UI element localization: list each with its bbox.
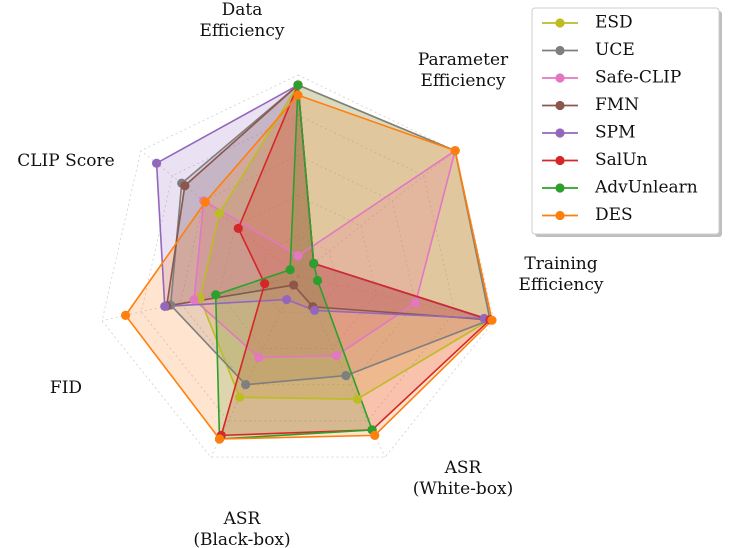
point-safe-clip-fid <box>189 295 199 305</box>
series-fill-spm <box>156 85 485 319</box>
series-points <box>120 80 497 444</box>
series-line-salun <box>220 84 491 437</box>
series-fill-fmn <box>166 85 491 320</box>
grid-ring-2 <box>219 195 377 349</box>
axis-label-fid: FID <box>50 378 82 398</box>
point-esd-asr_black <box>234 392 245 402</box>
axis-label-data_eff: Data Efficiency <box>199 0 284 41</box>
series-fills <box>125 85 493 439</box>
series-fill-safe-clip <box>194 150 456 358</box>
legend-label-salun: SalUn <box>595 150 648 170</box>
point-advunlearn-train_eff <box>312 275 323 286</box>
legend-label-safe-clip: Safe-CLIP <box>595 68 681 88</box>
point-salun-clip <box>233 223 243 233</box>
point-fmn-clip <box>180 181 190 191</box>
grid-ring-5 <box>101 74 495 458</box>
point-des-fid <box>120 310 131 320</box>
legend: ESD UCE Safe-CLIP FMN SPM SalUn AdvUnlearn DES <box>531 7 722 237</box>
point-des-train_eff <box>487 315 497 325</box>
grid-ring-3 <box>179 154 417 386</box>
point-spm-fid <box>160 301 170 312</box>
point-salun-fid <box>260 279 270 289</box>
legend-marker-fmn <box>555 100 565 111</box>
legend-marker-spm <box>555 128 565 138</box>
legend-marker-uce <box>555 45 565 56</box>
spoke-param_eff <box>297 150 456 277</box>
point-spm-asr_black <box>282 294 292 305</box>
point-esd-asr_white <box>352 394 362 404</box>
point-des-param_eff <box>450 146 460 156</box>
series-line-safe-clip <box>193 149 456 359</box>
point-advunlearn-fid <box>211 290 221 300</box>
legend-label-fmn: FMN <box>595 95 639 115</box>
axis-label-asr_black: ASR (Black-box) <box>193 509 290 548</box>
series-lines <box>124 84 493 440</box>
legend-marker-safe-clip <box>555 73 565 83</box>
spoke-asr_white <box>297 275 386 458</box>
point-advunlearn-data_eff <box>293 80 303 90</box>
axis-labels: Data Efficiency Parameter Efficiency Trainin… <box>17 0 604 548</box>
point-advunlearn-clip <box>285 265 295 275</box>
point-des-asr_black <box>214 434 225 444</box>
point-spm-clip <box>151 158 162 168</box>
point-safe-clip-data_eff <box>293 251 303 261</box>
legend-box <box>531 7 720 235</box>
point-des-clip <box>200 197 210 207</box>
axis-label-param_eff: Parameter Efficiency <box>418 50 509 91</box>
point-safe-clip-train_eff <box>410 298 421 308</box>
legend-label-uce: UCE <box>595 40 635 60</box>
point-safe-clip-asr_black <box>254 352 264 363</box>
spoke-train_eff <box>297 275 495 322</box>
axis-label-clip: CLIP Score <box>17 151 114 171</box>
series-fill-advunlearn <box>215 85 373 439</box>
legend-marker-salun <box>555 155 565 166</box>
spoke-asr_black <box>210 275 299 458</box>
point-spm-asr_white <box>309 305 320 316</box>
point-des-data_eff <box>293 90 303 100</box>
point-esd-clip <box>214 208 225 218</box>
legend-marker-advunlearn <box>555 183 565 193</box>
series-fill-esd <box>200 85 491 400</box>
legend-label-advunlearn: AdvUnlearn <box>594 178 698 198</box>
legend-label-spm: SPM <box>595 123 636 143</box>
series-fill-salun <box>221 85 491 436</box>
grid-ring-1 <box>258 235 338 313</box>
axis-label-asr_white: ASR (White-box) <box>413 458 513 499</box>
series-line-des <box>124 94 493 440</box>
point-advunlearn-param_eff <box>309 258 319 269</box>
point-safe-clip-asr_white <box>331 351 341 361</box>
axis-label-train_eff: Training Efficiency <box>518 254 603 295</box>
point-uce-asr_black <box>241 380 251 390</box>
legend-marker-esd <box>555 18 565 28</box>
legend-label-des: DES <box>595 205 633 225</box>
point-fmn-asr_black <box>289 280 299 290</box>
point-uce-asr_white <box>341 371 351 381</box>
point-des-asr_white <box>370 430 380 440</box>
legend-marker-des <box>555 210 565 221</box>
legend-label-esd: ESD <box>595 13 633 33</box>
